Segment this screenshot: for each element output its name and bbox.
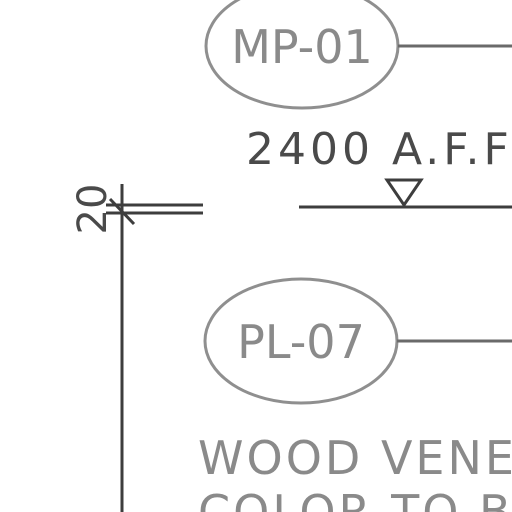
tag-pl-07: PL-07 [203, 277, 512, 405]
material-note: WOOD VENEER COLOR TO BE [198, 431, 512, 512]
dimension: 20 [70, 184, 203, 512]
level-marker: 2400 A.F.F [246, 124, 512, 209]
tag-mp-01-label: MP-01 [231, 20, 373, 74]
level-label: 2400 A.F.F [246, 124, 512, 175]
note-line-2: COLOR TO BE [198, 485, 512, 512]
dimension-tick [108, 197, 136, 226]
level-triangle-icon [384, 178, 424, 208]
tag-pl-07-label: PL-07 [237, 315, 365, 369]
note-line-1: WOOD VENEER [198, 431, 512, 485]
tag-mp-01: MP-01 [204, 0, 512, 110]
dimension-value: 20 [70, 184, 116, 235]
